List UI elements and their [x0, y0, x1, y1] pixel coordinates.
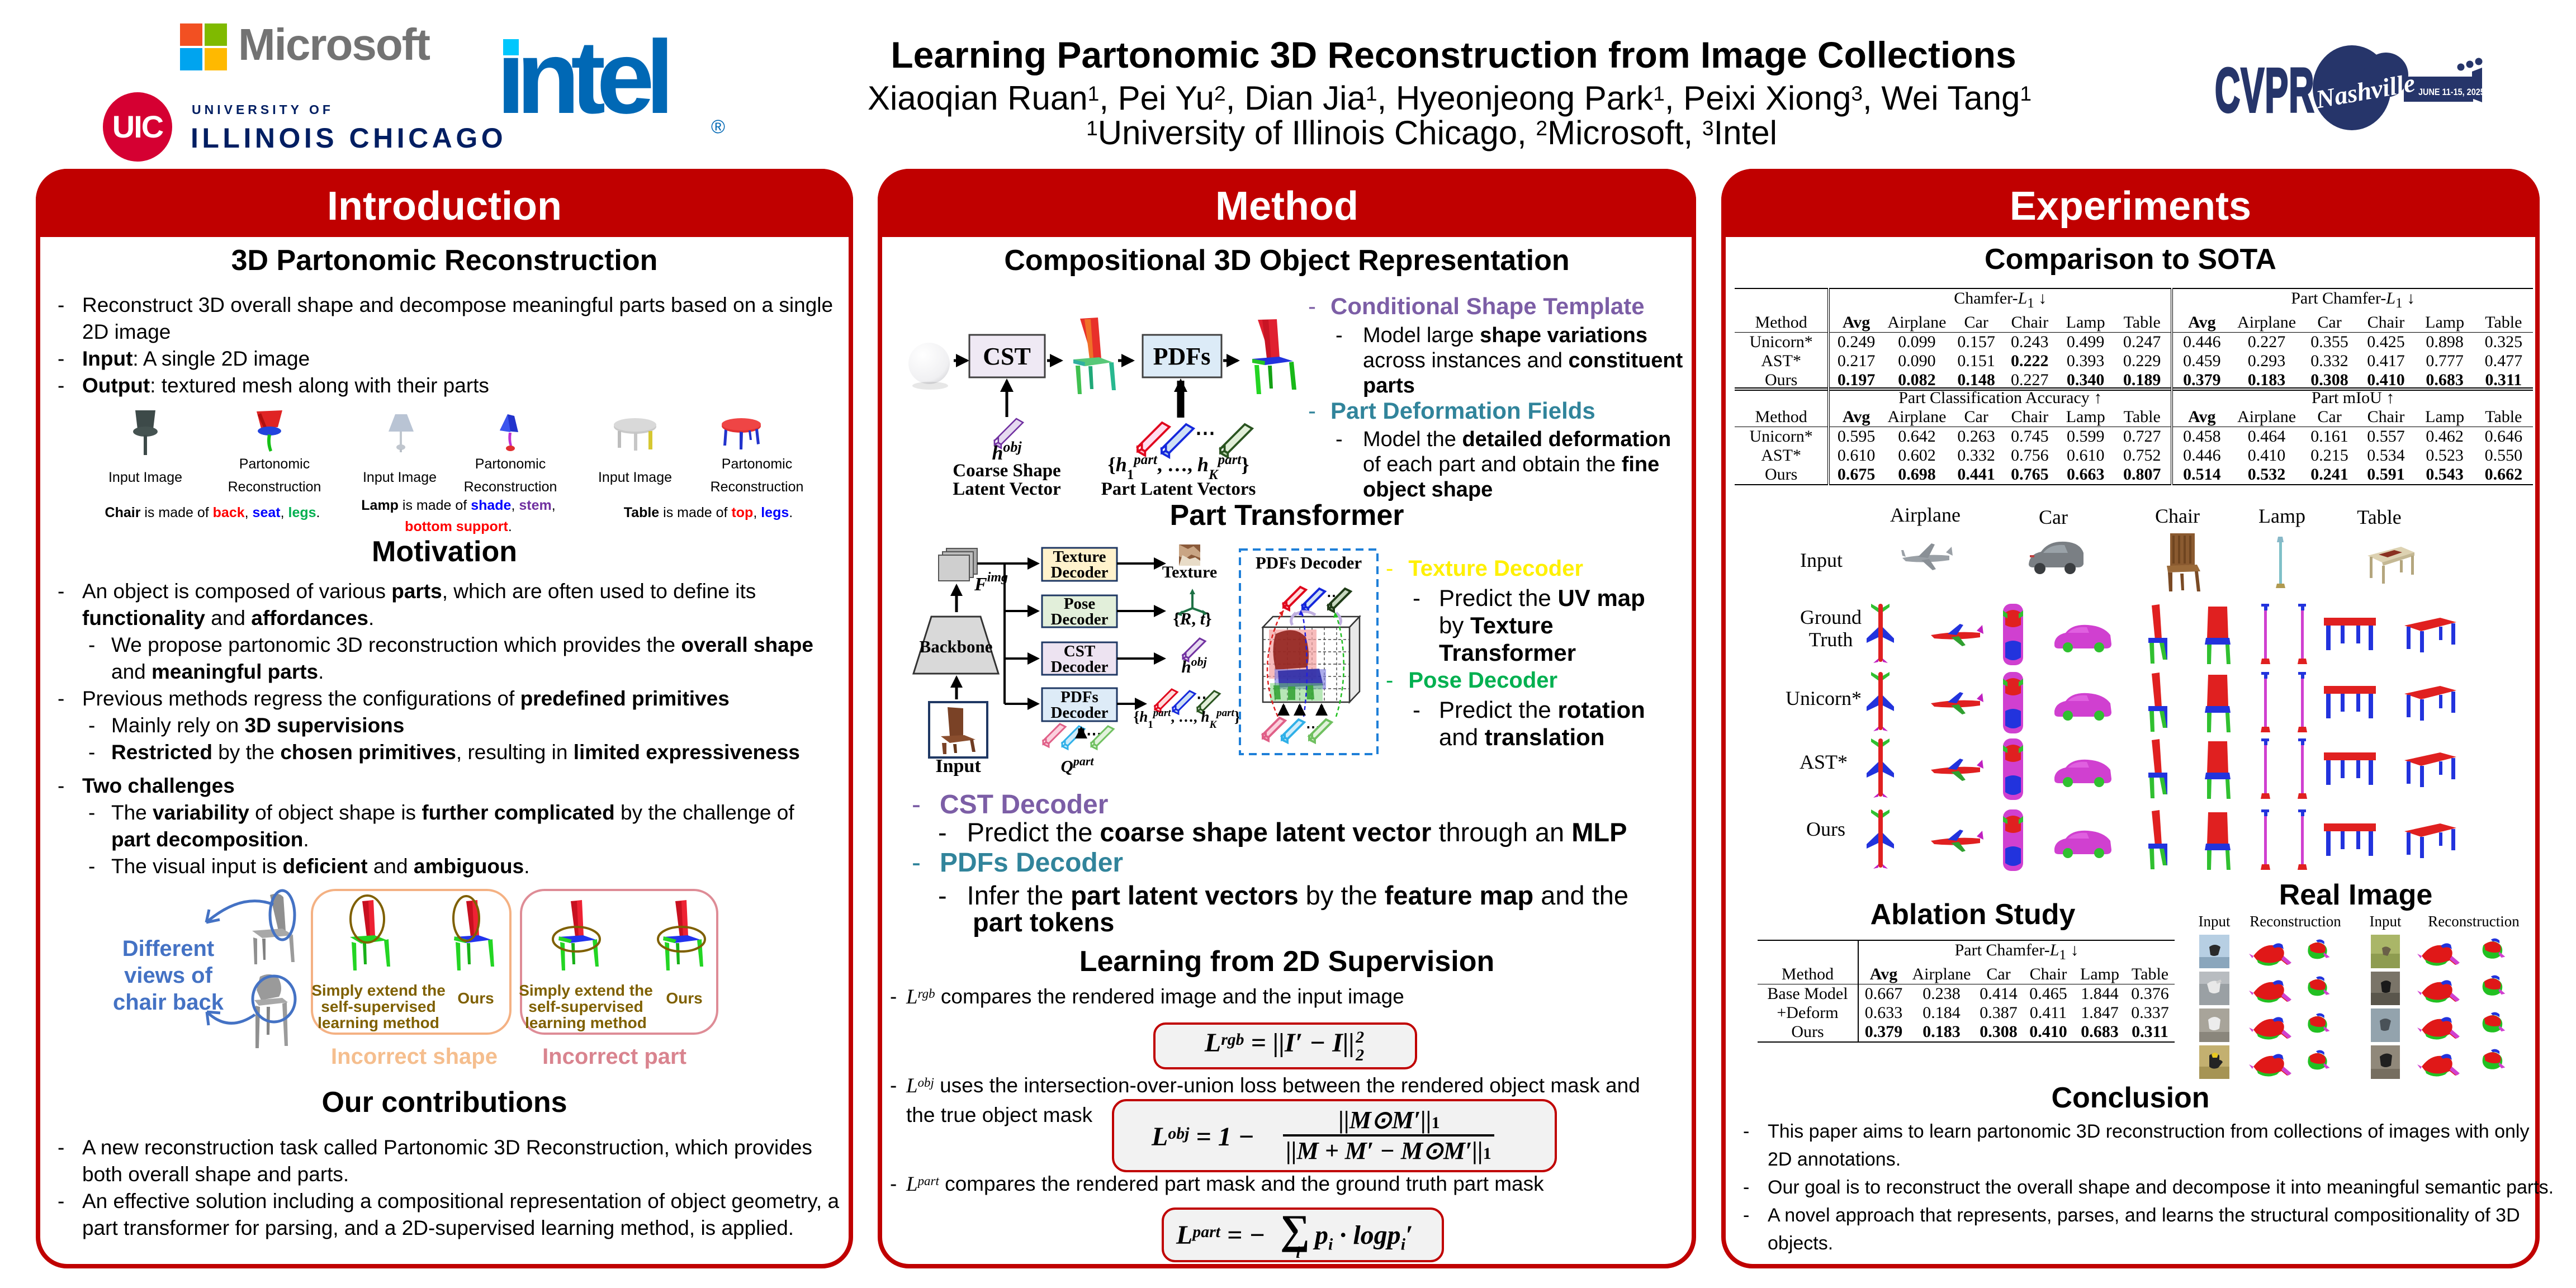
svg-text:Reconstruction: Reconstruction [2250, 913, 2341, 930]
svg-text:self-supervised: self-supervised [528, 998, 643, 1015]
svg-text:chair back: chair back [113, 990, 224, 1015]
svg-text:Table: Table [2357, 506, 2401, 528]
svg-text:Lamp: Lamp [2258, 506, 2305, 527]
svg-text:Input: Input [2370, 913, 2402, 930]
svg-text:Input: Input [935, 756, 981, 776]
svg-text:Part Latent Vectors: Part Latent Vectors [1101, 479, 1256, 499]
svg-text:Pose: Pose [1064, 595, 1096, 613]
svg-text:Ours: Ours [666, 989, 702, 1007]
svg-text:Incorrect shape: Incorrect shape [331, 1044, 498, 1069]
svg-text:Unicorn*: Unicorn* [1786, 687, 1862, 709]
svg-text:Qpart: Qpart [1060, 754, 1094, 776]
svg-text:Chair: Chair [2155, 506, 2200, 527]
svg-text:Coarse Shape: Coarse Shape [953, 461, 1060, 481]
svg-text:PDFs: PDFs [1060, 688, 1098, 706]
svg-text:learning method: learning method [318, 1014, 439, 1031]
svg-text:Simply extend the: Simply extend the [519, 982, 653, 999]
svg-text:Decoder: Decoder [1050, 704, 1108, 722]
svg-text:Texture: Texture [1162, 563, 1217, 581]
svg-text:Truth: Truth [1809, 628, 1853, 651]
svg-text:Decoder: Decoder [1050, 658, 1108, 676]
svg-text:{h1part, …, hKpart}: {h1part, …, hKpart} [1134, 707, 1240, 731]
svg-text:{R, t}: {R, t} [1173, 609, 1211, 628]
svg-text:CST: CST [1064, 642, 1095, 660]
svg-text:Fimg: Fimg [974, 570, 1008, 595]
svg-text:Simply extend the: Simply extend the [311, 982, 446, 999]
svg-text:Airplane: Airplane [1890, 506, 1961, 526]
svg-text:PDFs: PDFs [1153, 343, 1211, 370]
svg-text:AST*: AST* [1800, 751, 1848, 773]
svg-text:Reconstruction: Reconstruction [2428, 913, 2520, 930]
svg-text:PDFs Decoder: PDFs Decoder [1256, 553, 1362, 572]
svg-text:Decoder: Decoder [1050, 610, 1108, 628]
svg-text:Input: Input [2199, 913, 2231, 930]
svg-text:learning method: learning method [525, 1014, 647, 1031]
svg-text:views of: views of [124, 963, 213, 988]
svg-text:Ours: Ours [457, 989, 494, 1007]
svg-text:Car: Car [2039, 506, 2068, 528]
svg-text:Backbone: Backbone [920, 637, 993, 656]
svg-text:Input: Input [1800, 549, 1843, 571]
svg-text:JUNE 11-15, 2025: JUNE 11-15, 2025 [2418, 87, 2485, 97]
svg-text:⋯: ⋯ [1195, 421, 1215, 444]
svg-text:Decoder: Decoder [1050, 564, 1108, 581]
svg-text:Ours: Ours [1806, 818, 1845, 840]
svg-text:Latent Vector: Latent Vector [953, 479, 1060, 499]
svg-text:CST: CST [983, 343, 1031, 370]
svg-text:Ground: Ground [1800, 606, 1862, 628]
svg-text:Incorrect part: Incorrect part [542, 1044, 686, 1069]
svg-text:hobj: hobj [1181, 655, 1207, 677]
svg-text:Different: Different [122, 936, 214, 961]
svg-text:CVPR: CVPR [2215, 56, 2315, 126]
svg-text:self-supervised: self-supervised [321, 998, 435, 1015]
svg-text:{h1part, …, hKpart}: {h1part, …, hKpart} [1108, 452, 1249, 482]
svg-text:Texture: Texture [1053, 548, 1106, 566]
